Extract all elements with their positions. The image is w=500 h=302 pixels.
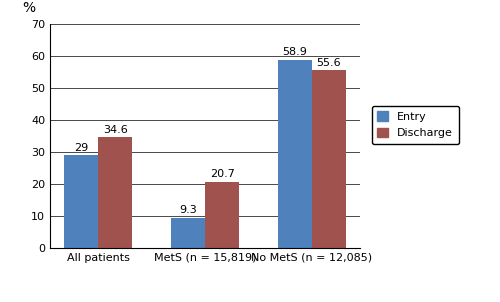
Legend: Entry, Discharge: Entry, Discharge [372,106,458,144]
Bar [205,182,239,248]
Bar [312,70,346,248]
Text: 20.7: 20.7 [210,169,234,179]
Bar [64,155,98,248]
Text: 29: 29 [74,143,88,153]
Text: 58.9: 58.9 [282,47,307,57]
Bar [171,218,205,248]
Text: %: % [22,1,35,15]
Bar [278,59,312,248]
Text: 34.6: 34.6 [103,125,128,135]
Text: 9.3: 9.3 [179,205,197,215]
Text: 55.6: 55.6 [316,58,341,68]
Bar [98,137,132,248]
